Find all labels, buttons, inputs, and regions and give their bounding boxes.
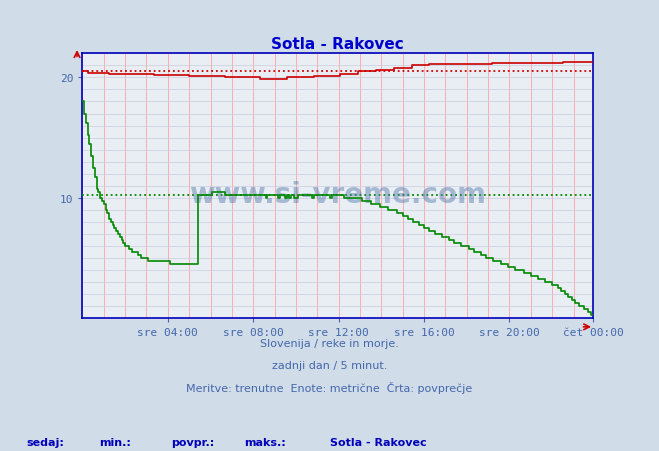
Title: Sotla - Rakovec: Sotla - Rakovec <box>272 37 404 51</box>
Text: sedaj:: sedaj: <box>26 437 64 447</box>
Text: www.si-vreme.com: www.si-vreme.com <box>189 180 486 208</box>
Text: zadnji dan / 5 minut.: zadnji dan / 5 minut. <box>272 360 387 370</box>
Text: maks.:: maks.: <box>244 437 285 447</box>
Text: povpr.:: povpr.: <box>171 437 215 447</box>
Text: Slovenija / reke in morje.: Slovenija / reke in morje. <box>260 338 399 348</box>
Text: min.:: min.: <box>99 437 130 447</box>
Text: Meritve: trenutne  Enote: metrične  Črta: povprečje: Meritve: trenutne Enote: metrične Črta: … <box>186 381 473 393</box>
Text: Sotla - Rakovec: Sotla - Rakovec <box>330 437 426 447</box>
